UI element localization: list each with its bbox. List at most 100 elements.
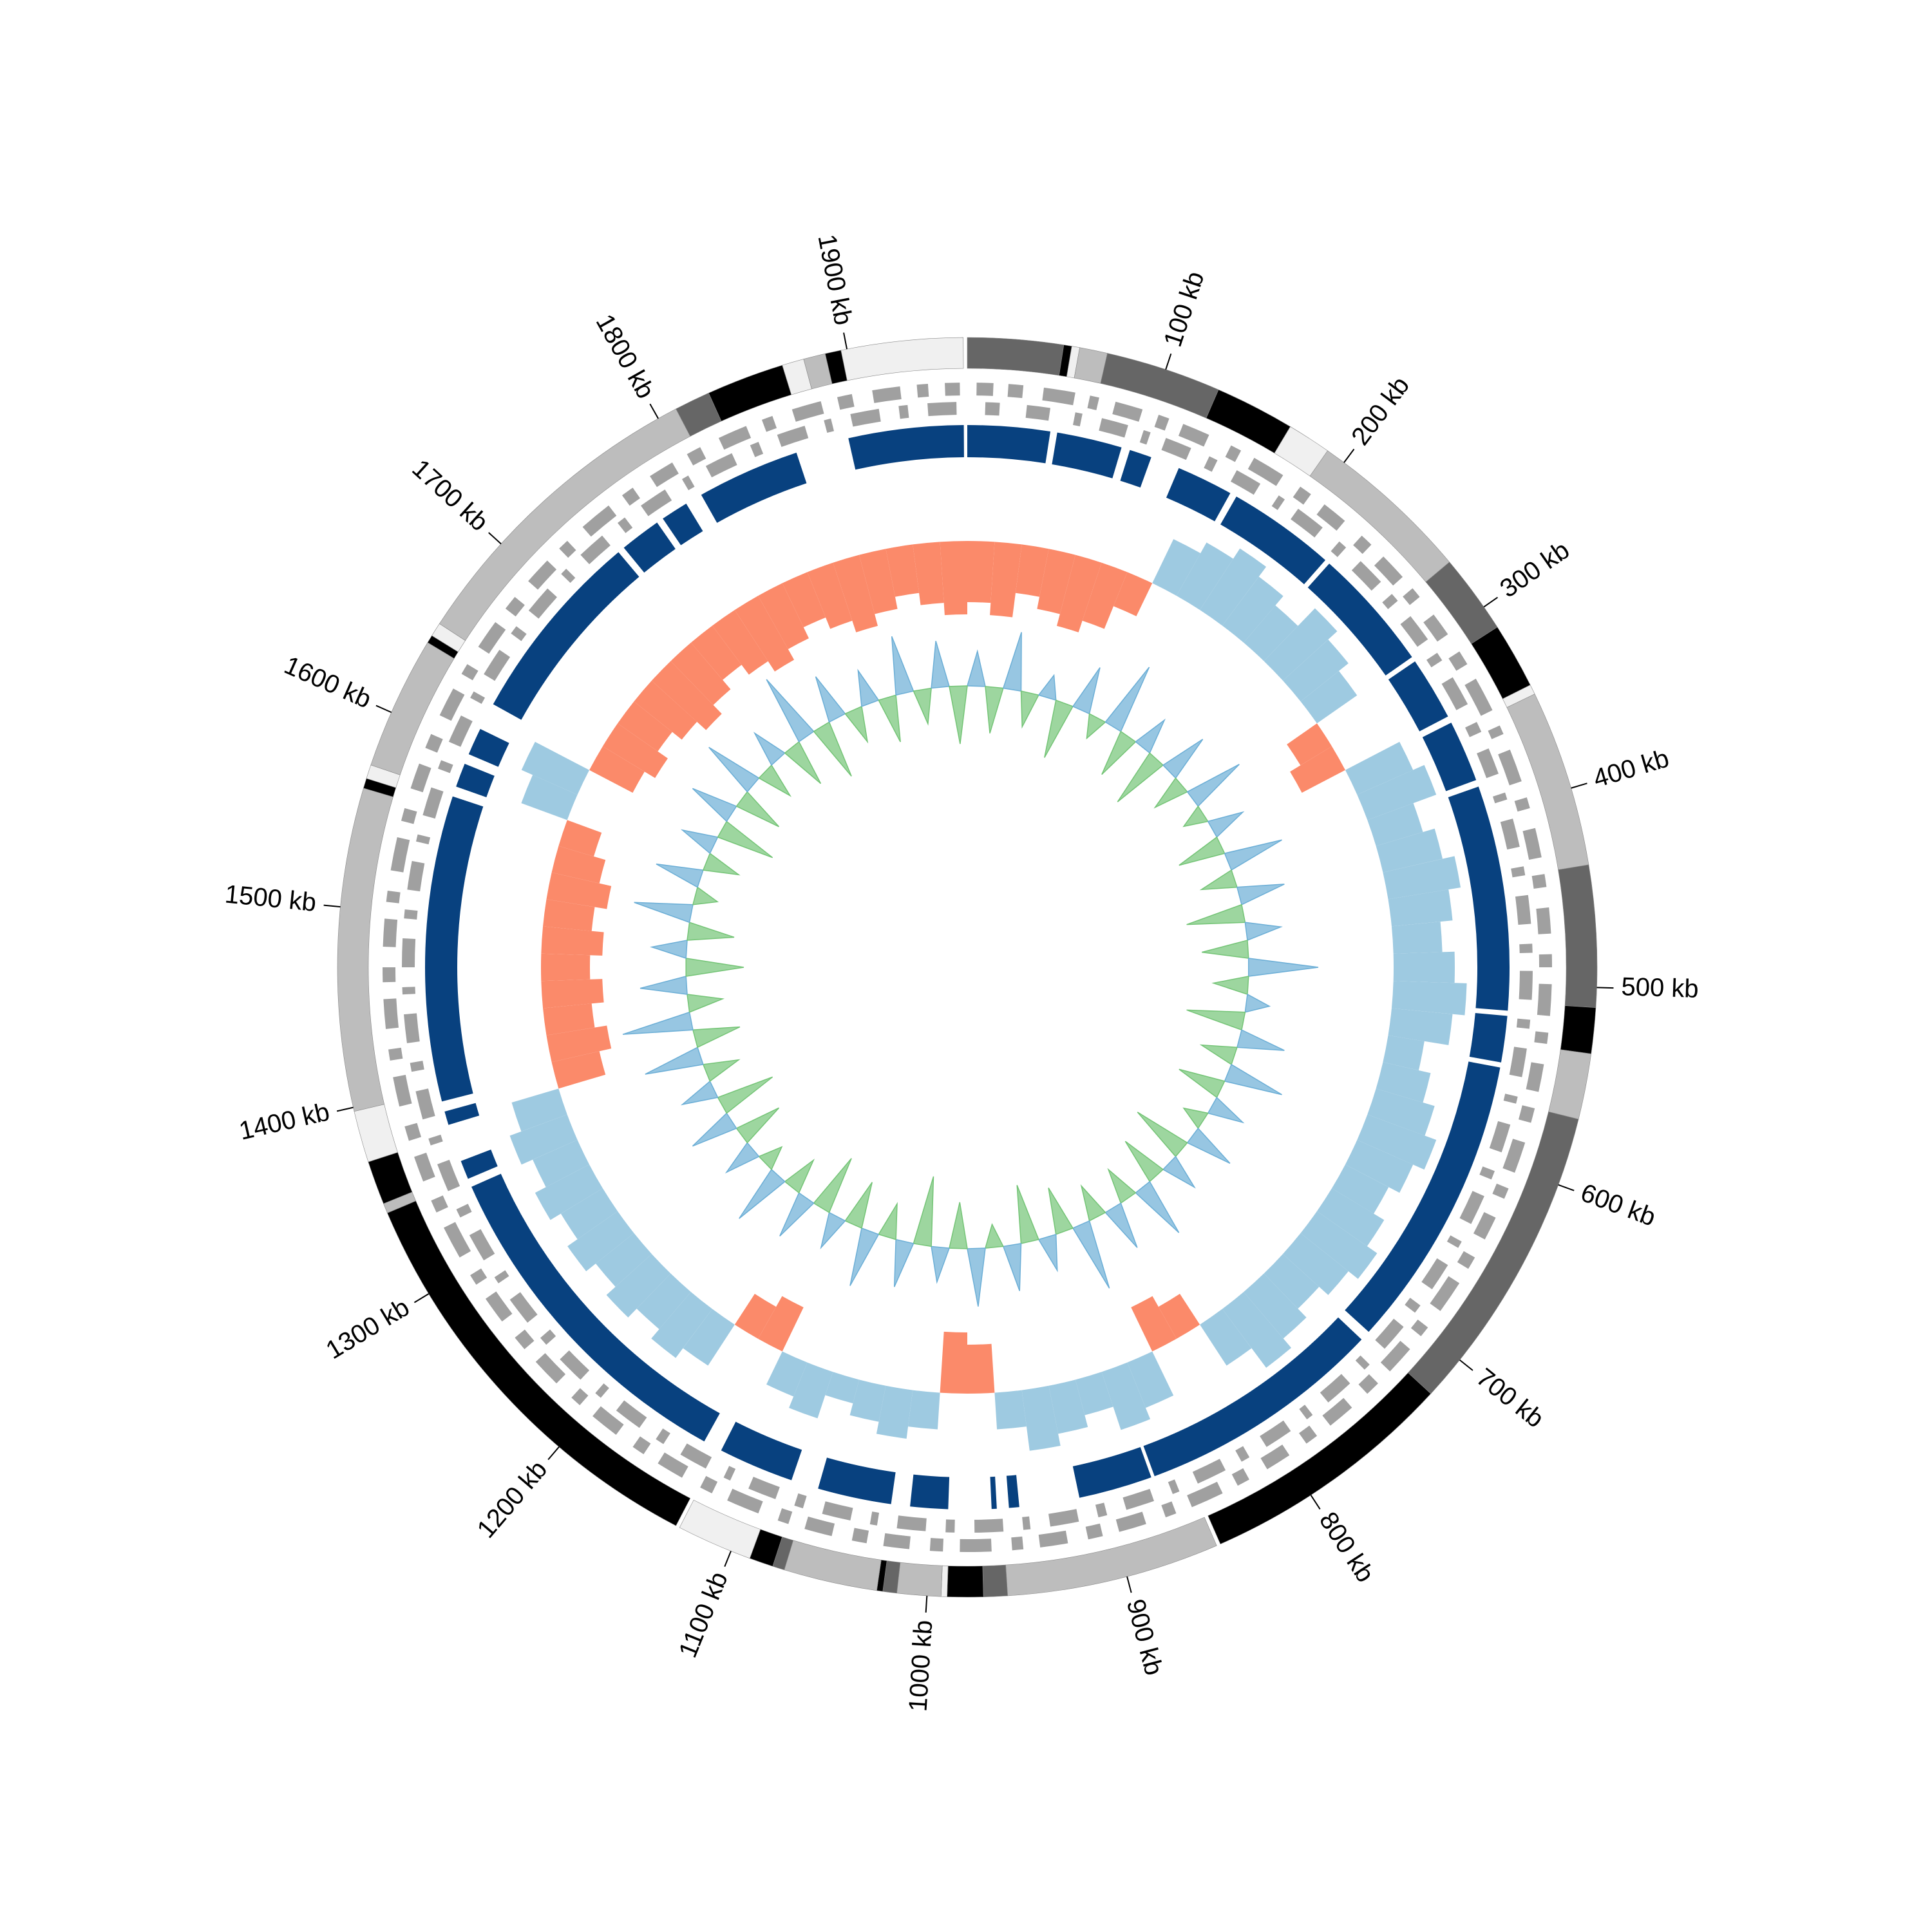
gene — [402, 938, 416, 967]
gene — [1235, 1446, 1250, 1462]
homology-block — [456, 764, 495, 798]
contig-segment — [1408, 1111, 1579, 1394]
gc-content-spike — [1162, 1155, 1196, 1189]
gc-content-spike — [1104, 1202, 1138, 1248]
gene — [1230, 470, 1261, 495]
gene — [869, 1511, 880, 1526]
gc-skew-bar — [782, 572, 826, 628]
tick-label: 1600 kb — [280, 651, 375, 714]
homology-block — [1143, 1317, 1362, 1477]
gc-content-spike — [1182, 805, 1209, 828]
gene — [1192, 1459, 1226, 1484]
gc-skew-bar — [634, 680, 697, 740]
homology-block — [468, 728, 509, 767]
gene — [437, 1159, 460, 1191]
gc-content-spike — [692, 1112, 737, 1147]
gc-skew-bar — [940, 1331, 967, 1394]
gene — [1112, 401, 1143, 422]
gene — [386, 891, 401, 904]
gc-content-spike — [758, 764, 792, 797]
gc-skew-bar — [589, 746, 645, 793]
homology-block — [910, 1474, 950, 1510]
contig-segment — [1208, 1372, 1432, 1544]
gene — [1007, 384, 1024, 399]
gene — [1316, 504, 1345, 531]
gc-content-spike — [931, 641, 950, 689]
gc-skew-bar — [886, 544, 920, 597]
gc-content-spike — [891, 636, 914, 696]
gene — [656, 1428, 670, 1444]
gene — [431, 1195, 448, 1213]
gene — [1073, 412, 1083, 426]
tick-label: 1400 kb — [236, 1097, 332, 1146]
gc-content-spike — [739, 1168, 786, 1219]
gene — [916, 384, 929, 398]
gene — [1271, 495, 1285, 511]
gene — [410, 763, 431, 793]
gene — [1446, 1235, 1462, 1248]
gene — [515, 1329, 535, 1350]
gene — [425, 734, 443, 753]
gc-skew-bar — [1383, 856, 1461, 900]
gene — [727, 1488, 763, 1514]
gc-content-spike — [1048, 1188, 1074, 1235]
gene — [850, 408, 881, 427]
gc-content-spike — [717, 820, 773, 858]
contig-segment — [947, 1566, 984, 1598]
gc-skew-bar — [1176, 542, 1233, 611]
gc-skew-bar — [1283, 639, 1349, 702]
gc-content-spike — [813, 721, 852, 777]
homology-block — [1422, 723, 1477, 791]
gene — [1421, 1258, 1448, 1290]
gene — [1085, 1523, 1103, 1540]
tick-mark — [547, 1446, 560, 1461]
gene — [470, 1268, 488, 1285]
gene — [1493, 792, 1508, 804]
gc-skew-bar — [535, 1164, 603, 1220]
gene — [1355, 1355, 1370, 1370]
gc-content-spike — [1137, 1112, 1188, 1157]
gene — [680, 1443, 712, 1469]
gene — [414, 1152, 435, 1182]
gene — [658, 1452, 688, 1478]
gc-content-spike — [1186, 764, 1240, 808]
gc-skew-bar — [651, 661, 722, 730]
gene — [592, 1406, 624, 1435]
gc-skew-bar — [849, 1379, 886, 1422]
gene — [777, 1508, 793, 1524]
gene — [404, 1013, 420, 1043]
gc-skew-bar — [994, 1390, 1027, 1430]
contig-segment — [679, 1499, 761, 1559]
gc-skew-bar — [1244, 1273, 1307, 1339]
gene — [469, 1229, 495, 1261]
gc-content-spike — [985, 686, 1004, 734]
gene — [1115, 1511, 1146, 1532]
gene — [1022, 1516, 1031, 1530]
gene — [976, 383, 994, 396]
gene — [1374, 556, 1403, 586]
contig-segment — [1005, 1517, 1217, 1596]
gc-content-spike — [650, 940, 688, 960]
gene — [1048, 1509, 1079, 1527]
gene — [1498, 749, 1522, 786]
gene — [416, 834, 431, 845]
gene — [1225, 445, 1242, 462]
gene — [1405, 1298, 1421, 1313]
gene — [511, 626, 527, 641]
gc-content-spike — [1202, 940, 1249, 959]
gene — [595, 1383, 609, 1398]
gc-content-spike — [724, 1142, 760, 1174]
gc-skew-bar — [766, 1351, 808, 1397]
gene — [1178, 424, 1209, 447]
gene — [1426, 652, 1443, 668]
gc-content-spike — [735, 791, 780, 828]
gc-skew-bar — [1393, 951, 1455, 983]
gene — [1477, 748, 1499, 779]
gc-skew-bar — [833, 554, 878, 632]
gc-skew-bar — [543, 899, 595, 931]
gene — [794, 1493, 807, 1509]
gene — [560, 1350, 590, 1380]
tick-label: 1000 kb — [904, 1619, 938, 1712]
gc-skew-bar — [602, 723, 668, 779]
gc-skew-bar — [1200, 548, 1267, 626]
